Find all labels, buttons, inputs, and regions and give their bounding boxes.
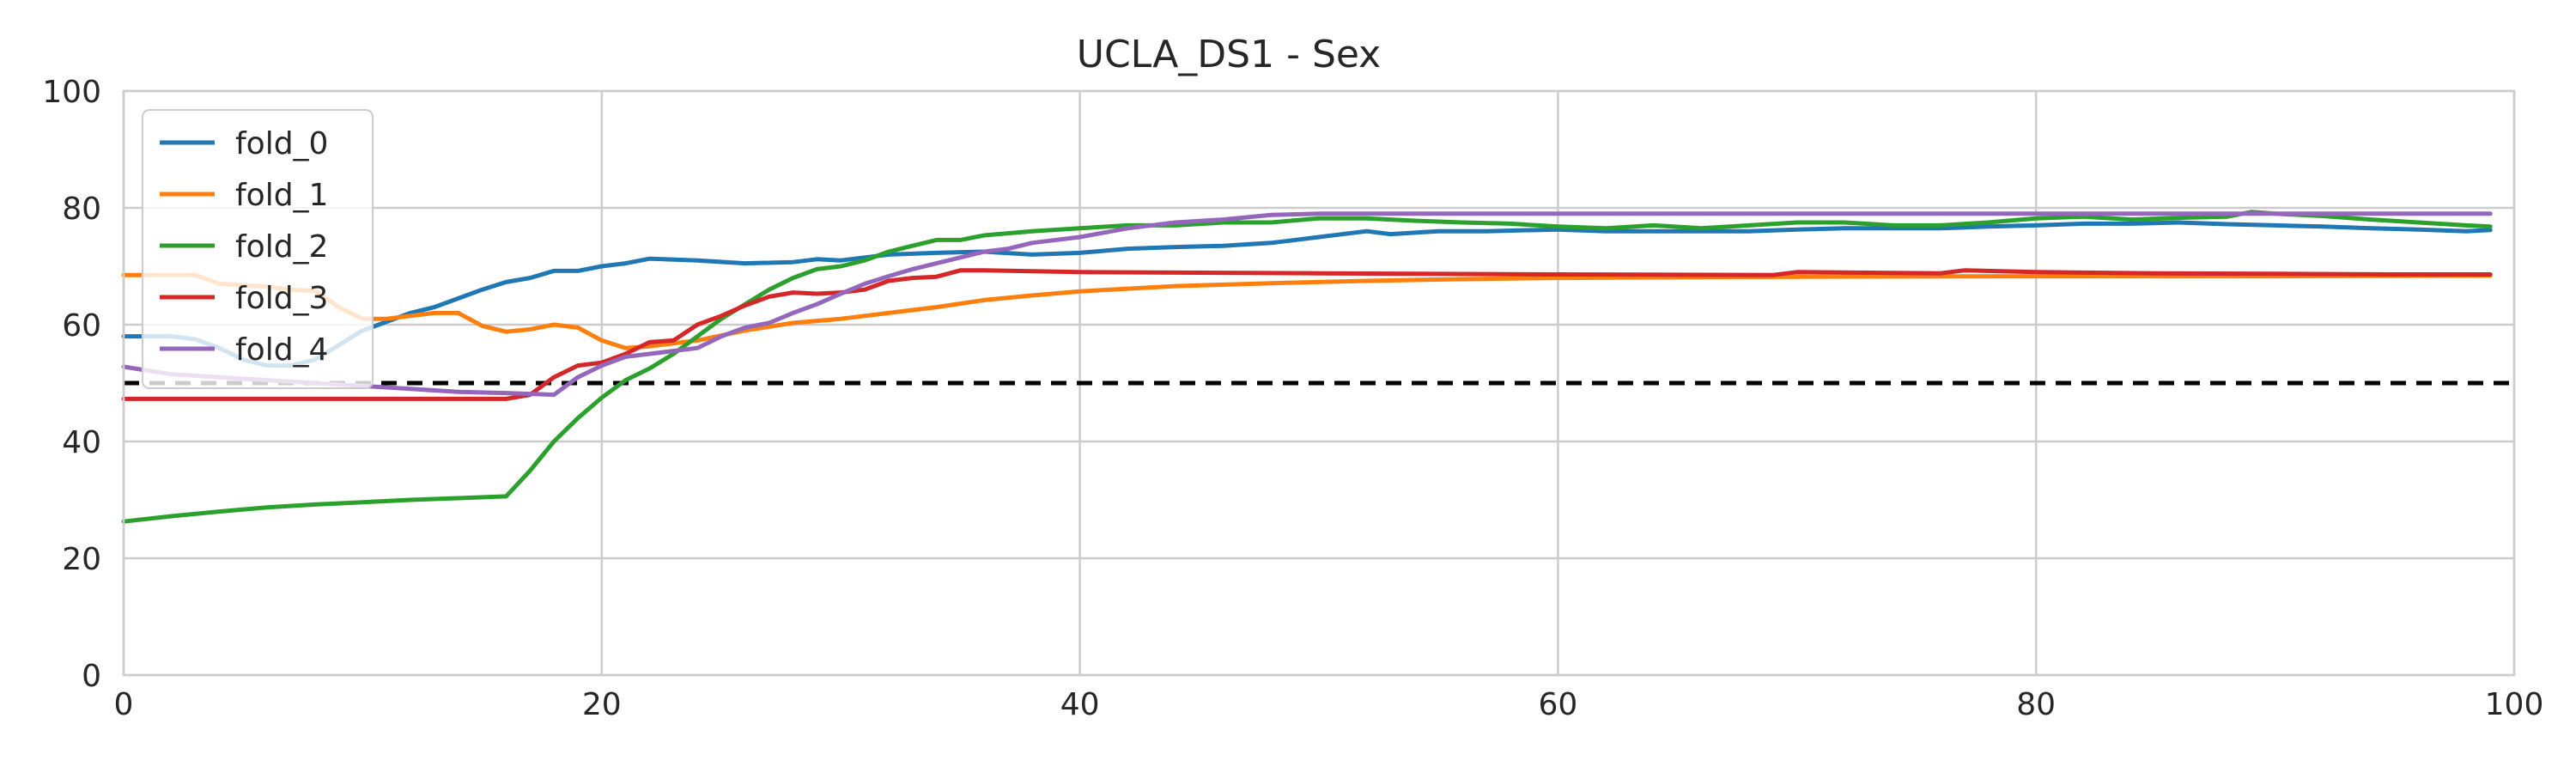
x-tick-label: 60 [1538, 687, 1577, 722]
legend-label-fold-3: fold_3 [235, 281, 328, 316]
tick-labels: 0 20 40 60 80 100 0 20 40 60 80 100 [42, 75, 2543, 722]
x-tick-label: 20 [582, 687, 622, 722]
chart-title: UCLA_DS1 - Sex [1077, 33, 1381, 76]
y-tick-label: 0 [82, 659, 101, 694]
series-line-fold-4 [121, 211, 2493, 398]
series-line-fold-2 [121, 210, 2493, 524]
legend-label-fold-0: fold_0 [235, 126, 328, 161]
y-tick-label: 80 [62, 192, 101, 227]
legend-label-fold-1: fold_1 [235, 178, 328, 213]
y-tick-label: 20 [62, 542, 101, 577]
legend-box [142, 109, 374, 389]
x-tick-label: 0 [114, 687, 134, 722]
legend-label-fold-2: fold_2 [235, 229, 328, 265]
legend: fold_0 fold_1 fold_2 fold_3 fold_4 [142, 109, 374, 389]
x-tick-label: 100 [2485, 687, 2544, 722]
y-tick-label: 60 [62, 308, 101, 344]
plot-frame [122, 89, 2516, 677]
legend-label-fold-4: fold_4 [235, 332, 328, 368]
y-tick-label: 40 [62, 425, 101, 460]
x-tick-label: 40 [1060, 687, 1100, 722]
x-tick-label: 80 [2016, 687, 2056, 722]
y-tick-label: 100 [42, 75, 101, 110]
